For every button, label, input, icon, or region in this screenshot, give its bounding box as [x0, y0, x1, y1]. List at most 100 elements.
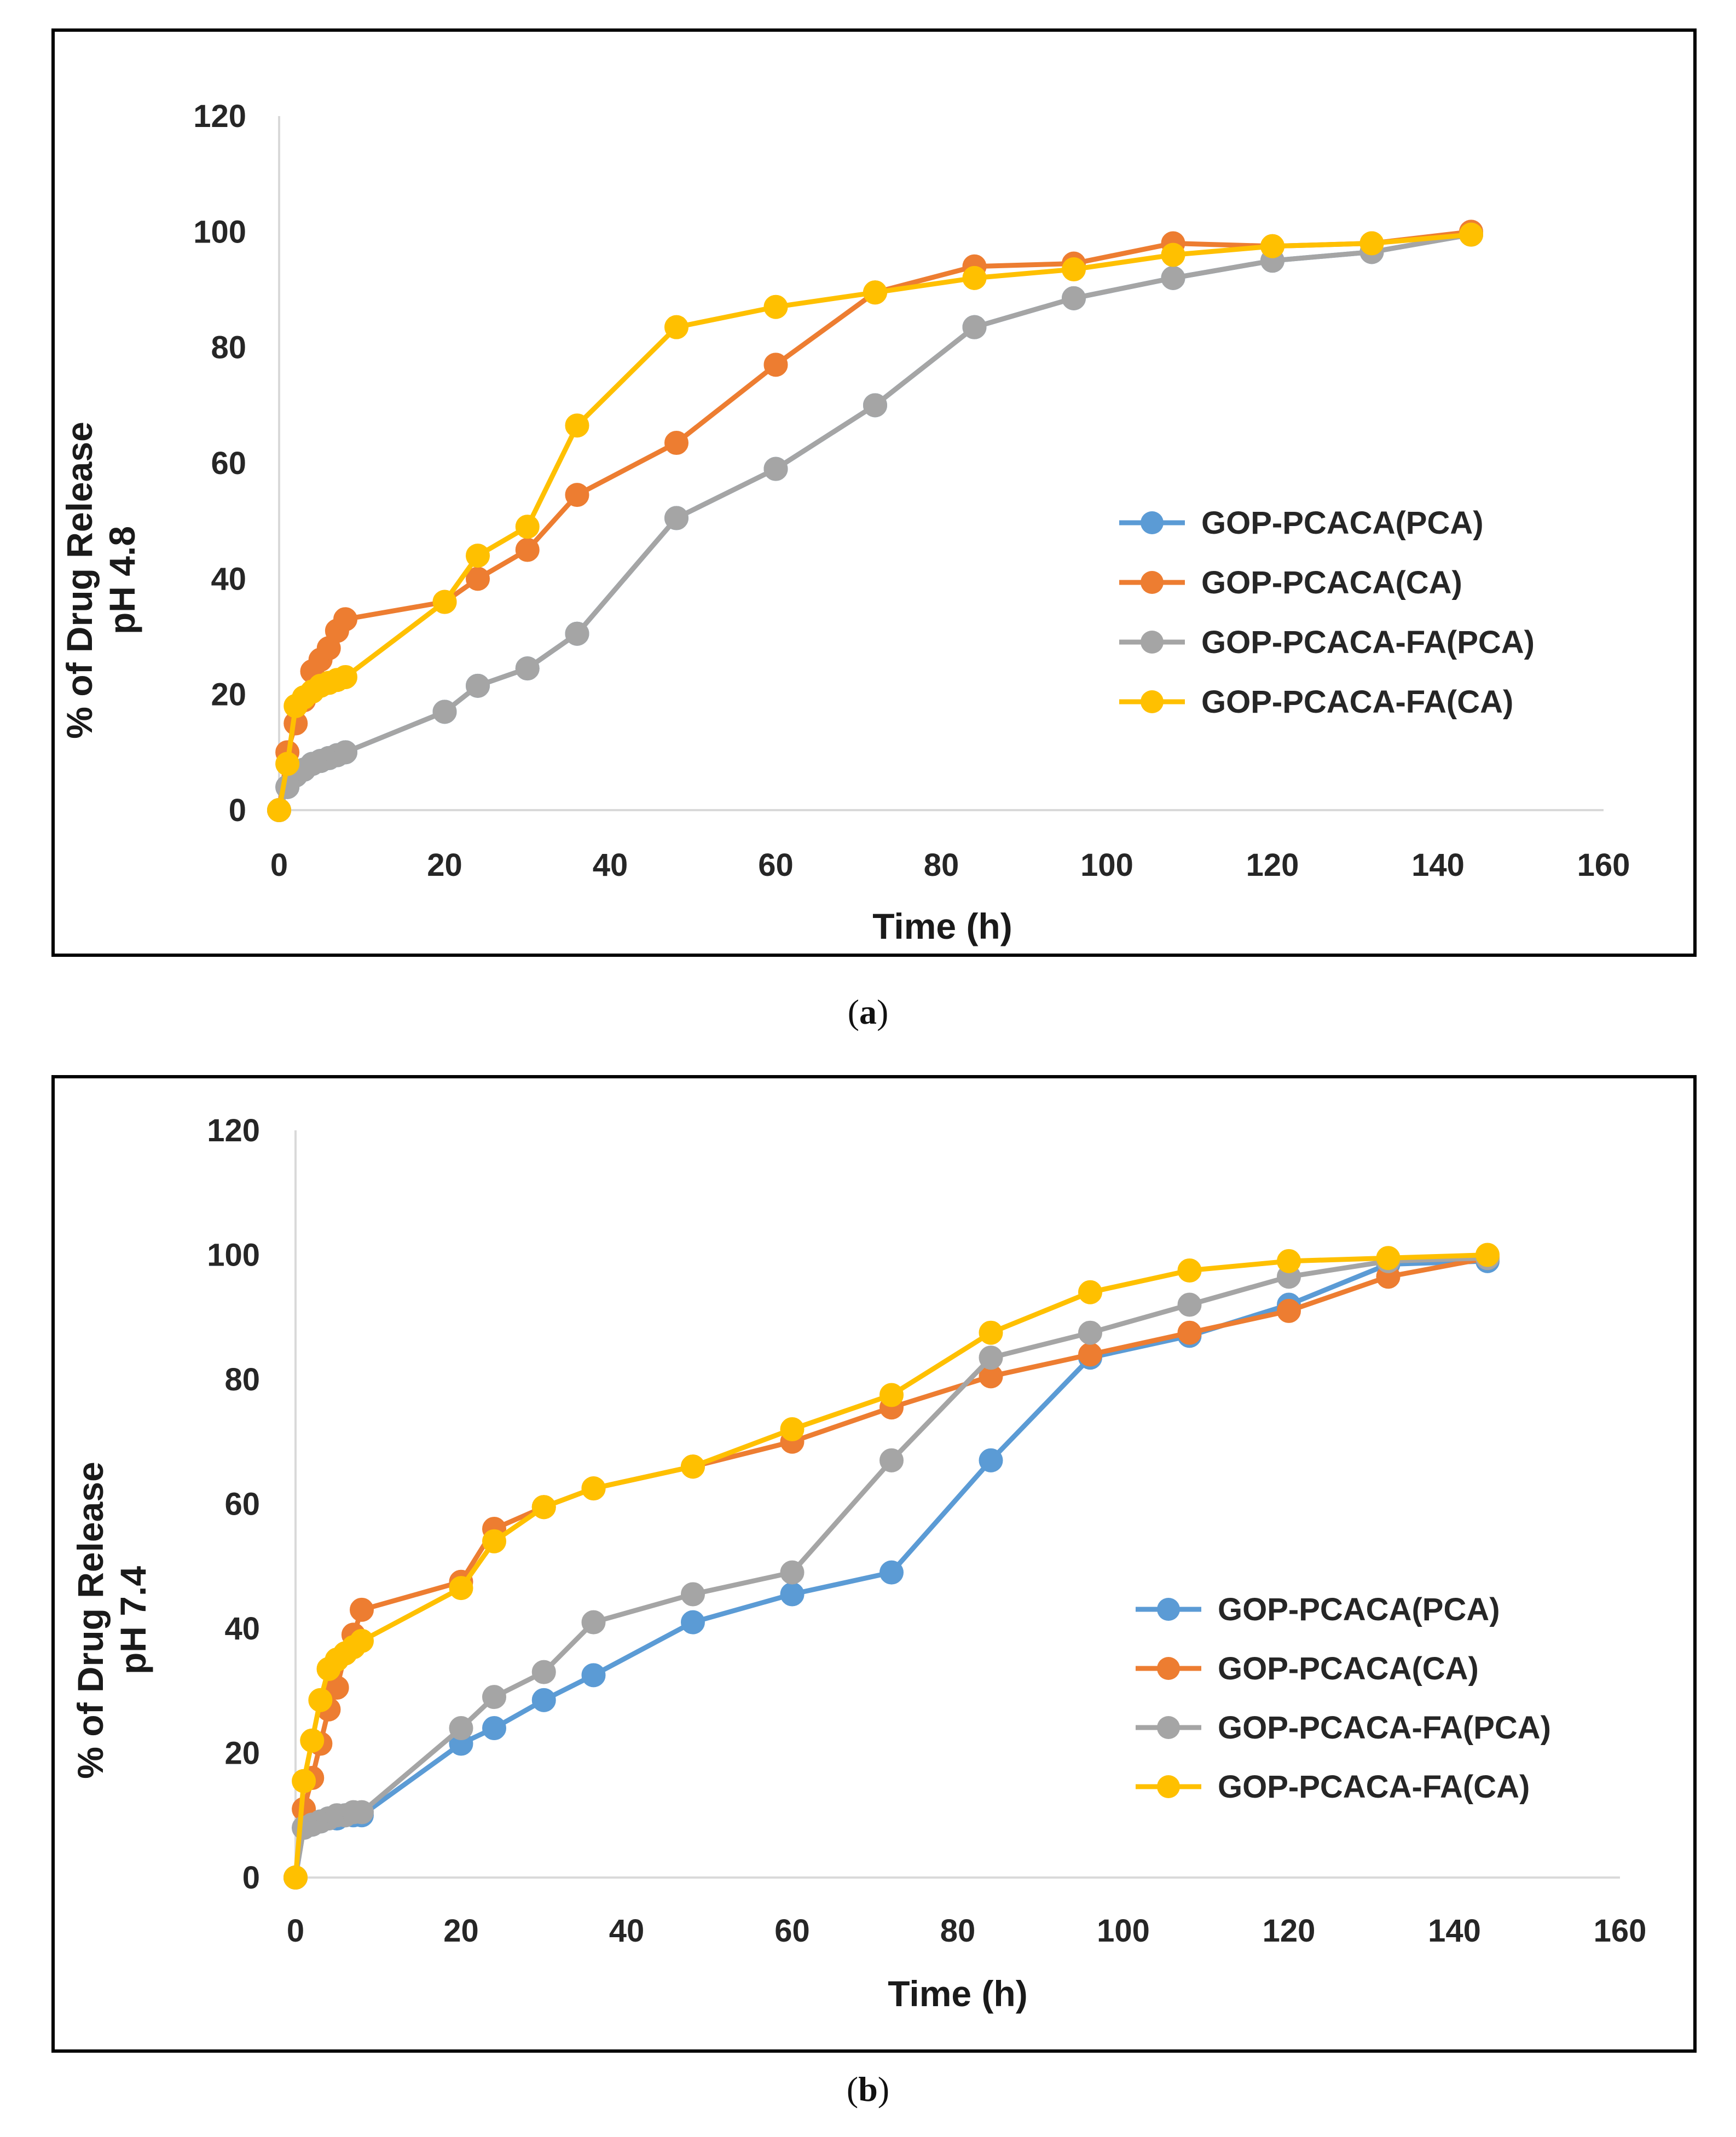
data-point [979, 1345, 1003, 1370]
data-point [979, 1448, 1003, 1472]
data-point [780, 1417, 805, 1441]
x-tick-label: 100 [1080, 847, 1133, 883]
legend-swatch-marker [1141, 511, 1164, 534]
y-tick-label: 0 [242, 1860, 260, 1896]
drug-release-chart-ph-4-8: 0 20 40 60 80 100 120 0 20 40 60 80 100 120 140 160 Time… [51, 28, 1697, 1031]
legend-item-gop-pcaca-pca: GOP-PCACA(PCA) [1119, 505, 1484, 541]
y-tick-label: 120 [207, 1113, 260, 1148]
legend-label: GOP-PCACA-FA(CA) [1201, 684, 1513, 720]
data-point [1475, 1243, 1500, 1267]
x-tick-label: 120 [1263, 1913, 1316, 1949]
legend-swatch-marker [1157, 1775, 1180, 1798]
data-point [1177, 1320, 1202, 1345]
legend-label: GOP-PCACA(CA) [1218, 1651, 1479, 1687]
data-point [466, 544, 490, 568]
data-point [1078, 1342, 1102, 1367]
data-point [531, 1688, 556, 1712]
data-point [482, 1685, 506, 1709]
data-point [780, 1582, 805, 1607]
panel-caption: (a) [848, 992, 889, 1031]
data-point [466, 673, 490, 698]
data-point [333, 607, 357, 632]
x-tick-label: 120 [1246, 847, 1299, 883]
x-axis-title: Time (h) [872, 906, 1012, 946]
y-axis-title-line-1: % of Drug Release [59, 421, 100, 739]
x-tick-label: 100 [1097, 1913, 1150, 1949]
x-tick-label: 20 [443, 1913, 479, 1949]
legend-label: GOP-PCACA(PCA) [1201, 505, 1484, 541]
x-tick-label: 40 [609, 1913, 645, 1949]
data-point [763, 353, 788, 377]
chart-frame [51, 28, 1697, 957]
x-tick-label: 160 [1577, 847, 1630, 883]
drug-release-chart-ph-7-4: 0 20 40 60 80 100 120 0 20 40 60 80 100 120 140 160 Time… [51, 1075, 1697, 2109]
legend-item-gop-pcaca-fa-ca: GOP-PCACA-FA(CA) [1119, 684, 1513, 720]
data-point [581, 1476, 606, 1501]
data-point [962, 315, 987, 339]
y-tick-label: 40 [211, 561, 246, 597]
data-point [565, 621, 589, 646]
legend-swatch-marker [1141, 571, 1164, 594]
panel-caption-letter: a [859, 992, 877, 1031]
legend-item-gop-pcaca-fa-ca: GOP-PCACA-FA(CA) [1136, 1769, 1530, 1805]
y-axis-title-line-2: pH 7.4 [113, 1566, 153, 1674]
legend-item-gop-pcaca-fa-pca: GOP-PCACA-FA(PCA) [1136, 1710, 1551, 1746]
data-point [962, 265, 987, 290]
data-point [1161, 265, 1185, 290]
y-tick-label: 20 [224, 1736, 260, 1771]
data-point [350, 1628, 374, 1653]
y-axis-title: % of Drug Release pH 7.4 [70, 1462, 153, 1779]
y-tick-label: 120 [193, 99, 246, 134]
legend-swatch-marker [1157, 1716, 1180, 1739]
panel-caption-letter: b [858, 2070, 878, 2109]
data-point [515, 538, 540, 562]
data-point [681, 1582, 705, 1607]
data-point [432, 590, 457, 614]
data-point [300, 1728, 325, 1753]
data-point [292, 1769, 316, 1793]
legend-swatch-marker [1141, 631, 1164, 654]
legend-label: GOP-PCACA-FA(PCA) [1201, 625, 1535, 660]
data-point [308, 1688, 333, 1712]
x-tick-label: 60 [758, 847, 794, 883]
data-point [780, 1560, 805, 1585]
data-point [879, 1383, 904, 1407]
data-point [581, 1610, 606, 1634]
data-point [565, 413, 589, 438]
data-point [283, 1865, 308, 1890]
data-point [1177, 1292, 1202, 1317]
data-point [1078, 1320, 1102, 1345]
x-tick-label: 140 [1411, 847, 1465, 883]
x-tick-label: 80 [940, 1913, 976, 1949]
data-point [879, 1560, 904, 1585]
x-tick-label: 40 [593, 847, 628, 883]
x-tick-label: 80 [924, 847, 959, 883]
data-point [1277, 1298, 1301, 1323]
panel-caption: (b) [847, 2070, 889, 2109]
data-point [565, 483, 589, 507]
series-gop-pcaca-fa-ca [283, 1243, 1500, 1890]
data-point [664, 315, 688, 339]
data-point [1260, 234, 1284, 258]
x-tick-label: 160 [1594, 1913, 1647, 1949]
series-line-gop-pcaca-ca [293, 1255, 1490, 1880]
data-point [449, 1716, 473, 1740]
data-point [350, 1800, 374, 1824]
data-point [681, 1454, 705, 1479]
data-point [581, 1663, 606, 1688]
data-point [1161, 242, 1185, 267]
legend-item-gop-pcaca-ca: GOP-PCACA(CA) [1136, 1651, 1479, 1687]
data-point [531, 1660, 556, 1684]
legend-swatch-marker [1141, 690, 1164, 713]
data-point [664, 506, 688, 530]
x-tick-label: 60 [774, 1913, 810, 1949]
data-point [531, 1495, 556, 1520]
y-tick-label: 80 [211, 330, 246, 366]
data-point [1078, 1280, 1102, 1304]
x-tick-label: 20 [427, 847, 462, 883]
data-point [1062, 257, 1086, 282]
data-point [1376, 1246, 1401, 1270]
y-tick-label: 60 [224, 1487, 260, 1522]
y-tick-label: 80 [224, 1362, 260, 1397]
legend-label: GOP-PCACA-FA(PCA) [1218, 1710, 1551, 1746]
